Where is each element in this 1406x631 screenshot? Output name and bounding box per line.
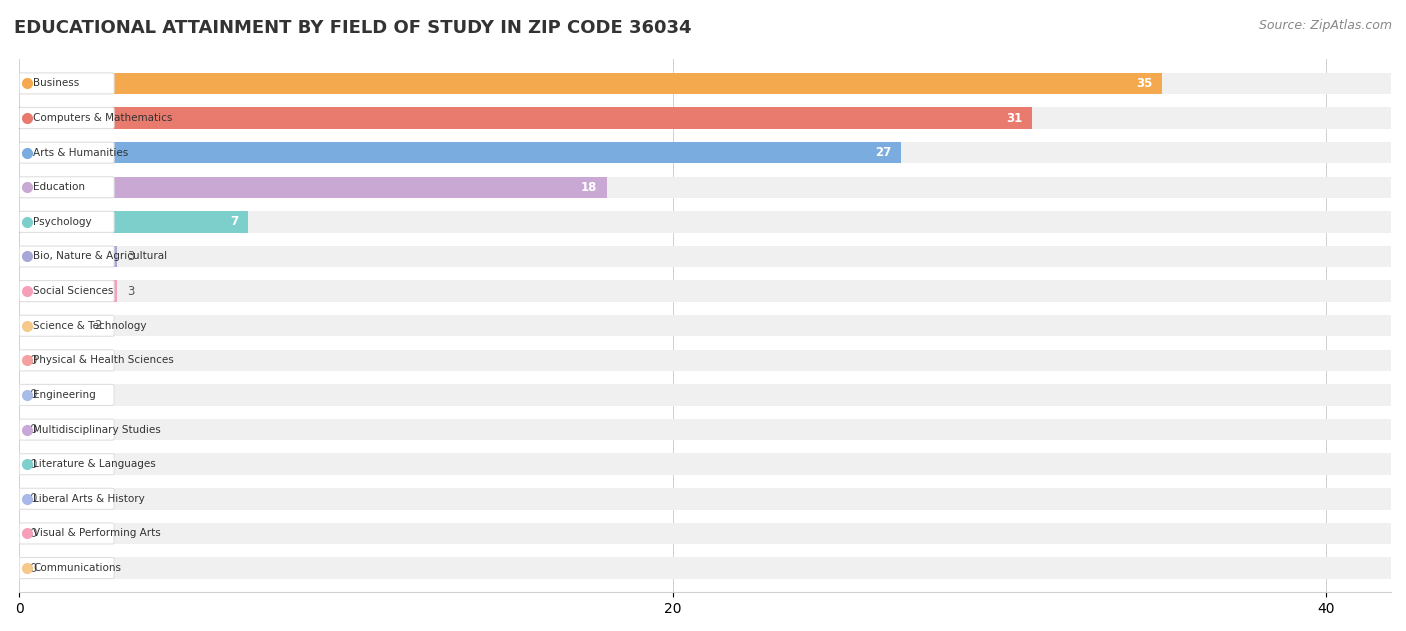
Bar (20, 107, 1032, 129)
Text: 3: 3 (127, 285, 135, 298)
Bar (20, 454, 1391, 475)
Text: 0: 0 (30, 389, 37, 401)
Bar (20, 245, 1391, 267)
Text: 2: 2 (94, 319, 103, 333)
FancyBboxPatch shape (20, 107, 114, 129)
Bar (20, 557, 1391, 579)
FancyBboxPatch shape (20, 454, 114, 475)
Bar (20, 73, 1163, 94)
Bar (20, 280, 117, 302)
FancyBboxPatch shape (20, 523, 114, 544)
FancyBboxPatch shape (20, 316, 114, 336)
FancyBboxPatch shape (20, 488, 114, 509)
Text: 27: 27 (875, 146, 891, 159)
Bar (20, 177, 1391, 198)
Bar (20, 315, 1391, 336)
FancyBboxPatch shape (20, 419, 114, 440)
Text: 31: 31 (1005, 112, 1022, 124)
Text: 0: 0 (30, 492, 37, 505)
Text: 0: 0 (30, 527, 37, 540)
Bar (20, 142, 901, 163)
Text: 18: 18 (581, 180, 598, 194)
FancyBboxPatch shape (20, 558, 114, 579)
Bar (20, 522, 1391, 544)
FancyBboxPatch shape (20, 142, 114, 163)
Text: Literature & Languages: Literature & Languages (34, 459, 156, 469)
Text: Engineering: Engineering (34, 390, 96, 400)
Text: Computers & Mathematics: Computers & Mathematics (34, 113, 173, 123)
Text: Education: Education (34, 182, 86, 192)
Text: Science & Technology: Science & Technology (34, 321, 146, 331)
Bar (20, 211, 247, 233)
Bar (20, 419, 1391, 440)
Text: Liberal Arts & History: Liberal Arts & History (34, 494, 145, 504)
Text: 0: 0 (30, 562, 37, 575)
Bar (20, 142, 1391, 163)
FancyBboxPatch shape (20, 246, 114, 267)
FancyBboxPatch shape (20, 211, 114, 232)
FancyBboxPatch shape (20, 384, 114, 406)
Bar (20, 315, 84, 336)
FancyBboxPatch shape (20, 350, 114, 371)
Bar (20, 280, 1391, 302)
Text: 3: 3 (127, 250, 135, 263)
Text: Psychology: Psychology (34, 217, 91, 227)
Text: Bio, Nature & Agricultural: Bio, Nature & Agricultural (34, 252, 167, 261)
Bar (20, 384, 1391, 406)
Text: 0: 0 (30, 457, 37, 471)
Text: Physical & Health Sciences: Physical & Health Sciences (34, 355, 174, 365)
Text: 35: 35 (1136, 77, 1153, 90)
Text: Visual & Performing Arts: Visual & Performing Arts (34, 528, 160, 538)
Bar (20, 211, 1391, 233)
Bar (20, 107, 1391, 129)
FancyBboxPatch shape (20, 177, 114, 198)
Text: Business: Business (34, 78, 79, 88)
Text: EDUCATIONAL ATTAINMENT BY FIELD OF STUDY IN ZIP CODE 36034: EDUCATIONAL ATTAINMENT BY FIELD OF STUDY… (14, 19, 692, 37)
Text: Arts & Humanities: Arts & Humanities (34, 148, 128, 158)
Text: 0: 0 (30, 423, 37, 436)
Text: Source: ZipAtlas.com: Source: ZipAtlas.com (1258, 19, 1392, 32)
Bar (20, 488, 1391, 510)
Text: Multidisciplinary Studies: Multidisciplinary Studies (34, 425, 160, 435)
FancyBboxPatch shape (20, 281, 114, 302)
Bar (20, 73, 1391, 94)
Text: 7: 7 (231, 215, 238, 228)
Bar (20, 350, 1391, 371)
FancyBboxPatch shape (20, 73, 114, 94)
Bar (20, 245, 117, 267)
Text: Communications: Communications (34, 563, 121, 573)
Bar (20, 177, 607, 198)
Text: 0: 0 (30, 354, 37, 367)
Text: Social Sciences: Social Sciences (34, 286, 114, 296)
